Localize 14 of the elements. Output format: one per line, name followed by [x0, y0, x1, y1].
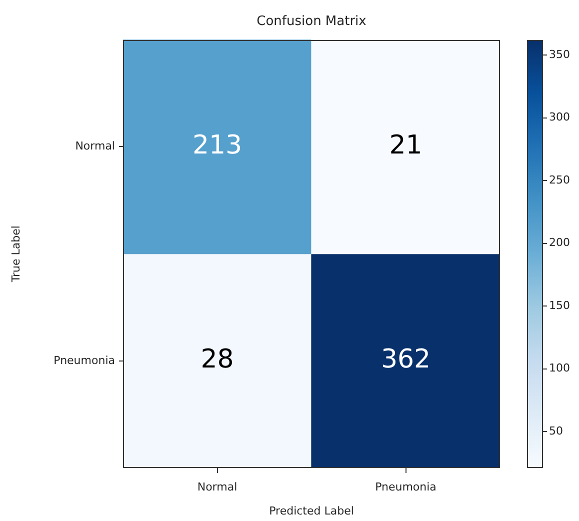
color-bar-label: 200	[549, 236, 570, 250]
data-label: 362	[380, 344, 431, 375]
y-axis-title: True Label	[9, 226, 22, 284]
data-label: 21	[389, 130, 422, 160]
x-axis-title: Predicted Label	[269, 504, 354, 518]
color-bar-label: 250	[549, 173, 570, 186]
color-bar-label: 300	[549, 110, 570, 124]
data-label: 213	[192, 130, 242, 160]
color-bar-label: 350	[549, 48, 570, 61]
color-bar-label: 50	[549, 424, 563, 438]
color-bar-label: 100	[549, 362, 570, 375]
color-bar-label: 150	[549, 298, 570, 312]
chart-title: Confusion Matrix	[256, 14, 367, 30]
data-label: 28	[200, 344, 234, 375]
